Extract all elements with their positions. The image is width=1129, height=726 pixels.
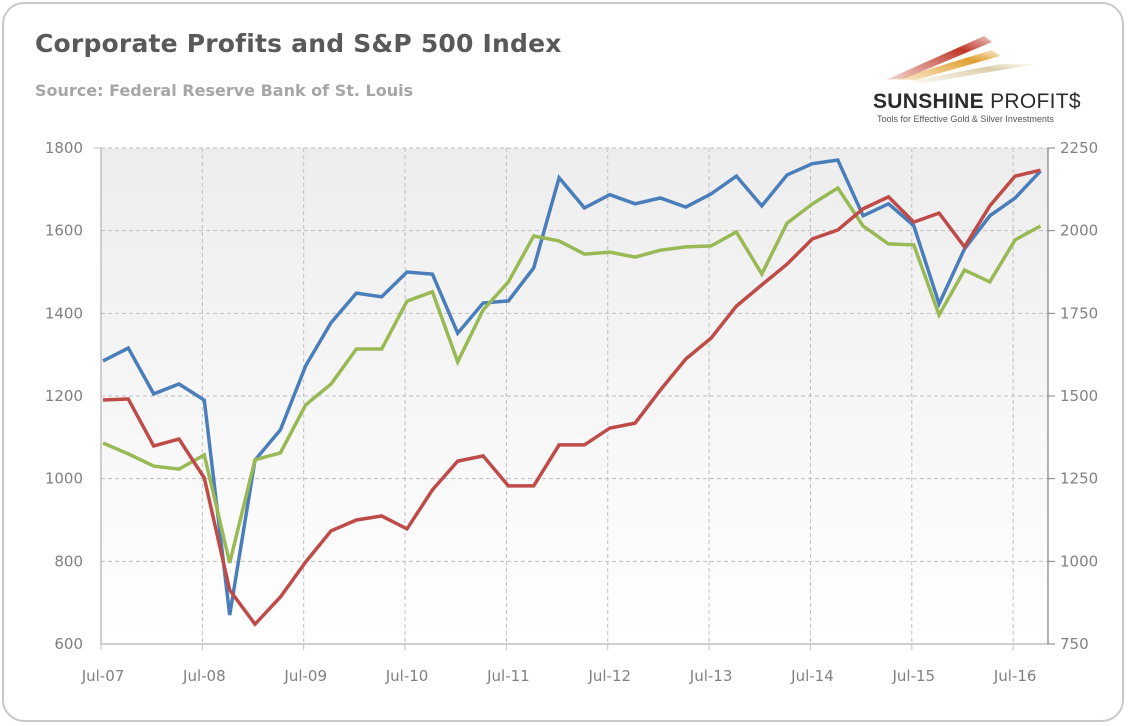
chart-title: Corporate Profits and S&P 500 Index	[35, 29, 562, 58]
sunshine-profits-logo: SUNSHINE PROFIT$ Tools for Effective Gol…	[866, 28, 1096, 128]
y-right-tick-label: 1750	[1060, 304, 1098, 322]
y-right-tick-label: 1250	[1060, 470, 1098, 488]
x-tick-label: Jul-14	[790, 667, 834, 685]
series-line-blue-series	[102, 158, 1042, 616]
series-line-green-series	[102, 185, 1042, 564]
y-right-tick-label: 750	[1060, 635, 1089, 653]
y-right-tick-label: 1500	[1060, 387, 1098, 405]
y-right-tick-label: 2000	[1060, 222, 1098, 240]
y-left-tick-label: 800	[54, 552, 83, 570]
logo-name-bold: SUNSHINE	[873, 90, 984, 113]
logo-name: SUNSHINE PROFIT$	[873, 90, 1081, 114]
y-right-tick-label: 1000	[1060, 552, 1098, 570]
x-tick-label: Jul-07	[81, 667, 125, 685]
x-tick-label: Jul-09	[283, 667, 327, 685]
y-left-tick-label: 1600	[45, 222, 83, 240]
tick-labels: 600 800 1000 1200 1400 1600 1800 750 1000 1250 150…	[45, 139, 1098, 685]
x-tick-label: Jul-16	[993, 667, 1037, 685]
y-left-tick-label: 1800	[45, 139, 83, 157]
y-left-tick-label: 1000	[45, 470, 83, 488]
y-right-tick-label: 2250	[1060, 139, 1098, 157]
chart-subtitle: Source: Federal Reserve Bank of St. Loui…	[35, 81, 414, 100]
y-left-tick-label: 600	[54, 635, 83, 653]
x-tick-label: Jul-10	[385, 667, 429, 685]
x-tick-label: Jul-15	[891, 667, 935, 685]
x-tick-label: Jul-08	[182, 667, 226, 685]
x-tick-label: Jul-13	[689, 667, 733, 685]
logo-rays-icon	[886, 36, 1036, 83]
x-tick-label: Jul-11	[486, 667, 530, 685]
y-left-tick-label: 1400	[45, 304, 83, 322]
x-tick-label: Jul-12	[587, 667, 631, 685]
axes	[94, 147, 1055, 650]
logo-tagline: Tools for Effective Gold & Silver Invest…	[877, 114, 1054, 124]
gridlines	[101, 147, 1048, 644]
logo-name-light: PROFIT$	[990, 90, 1081, 113]
series-lines	[102, 158, 1042, 627]
y-left-tick-label: 1200	[45, 387, 83, 405]
series-line-red-series	[102, 168, 1041, 627]
